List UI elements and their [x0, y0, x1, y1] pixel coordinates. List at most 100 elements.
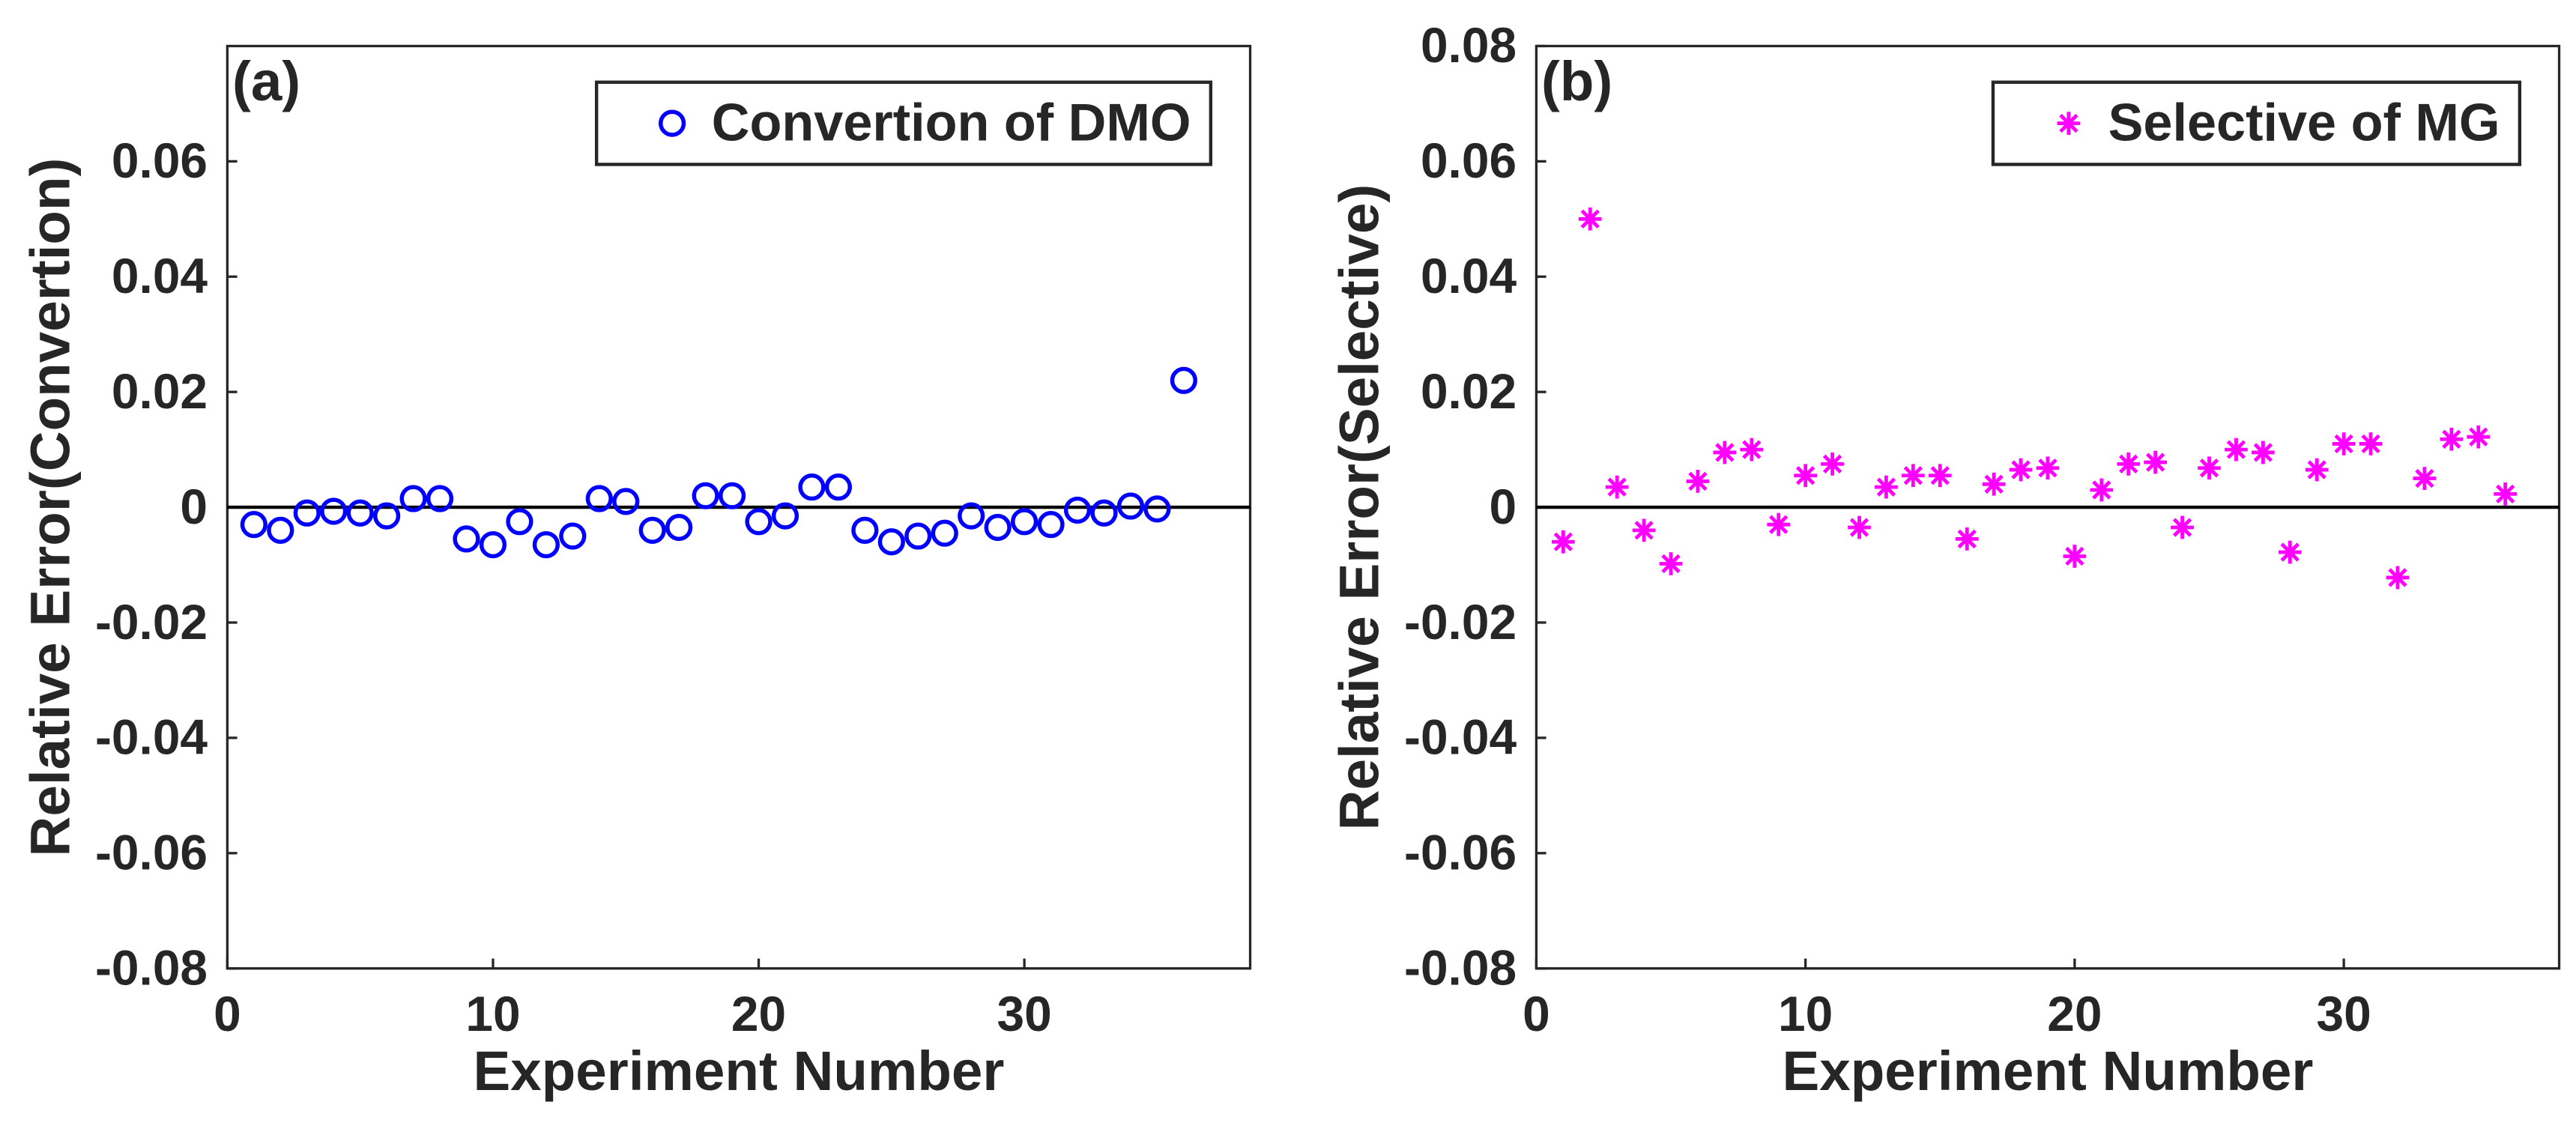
- y-tick-label: -0.08: [95, 939, 208, 995]
- point: [851, 516, 879, 544]
- point: [2009, 458, 2033, 482]
- legend-marker: [2057, 112, 2081, 135]
- point: [2198, 456, 2221, 480]
- y-tick-label: 0.04: [1421, 248, 1517, 303]
- point: [532, 530, 560, 559]
- point: [612, 488, 640, 515]
- legend-label: Selective of MG: [2108, 93, 2500, 152]
- x-tick-label: 0: [1523, 986, 1550, 1041]
- point: [559, 522, 587, 550]
- point: [293, 499, 321, 527]
- point: [1143, 495, 1171, 523]
- point: [1170, 366, 1197, 394]
- point: [2332, 432, 2356, 455]
- point: [1713, 441, 1737, 464]
- point: [1037, 511, 1065, 539]
- y-tick-label: 0.06: [112, 133, 208, 188]
- point: [506, 508, 533, 536]
- y-tick-label: -0.04: [1404, 709, 1517, 765]
- point: [426, 485, 454, 512]
- point: [479, 530, 507, 559]
- point: [904, 522, 932, 550]
- x-axis-label: Experiment Number: [1782, 1039, 2313, 1102]
- point: [1848, 515, 1871, 539]
- point: [2278, 540, 2302, 564]
- point: [2117, 452, 2141, 476]
- point: [931, 519, 958, 547]
- point: [267, 516, 294, 544]
- point: [771, 502, 799, 530]
- point: [2090, 478, 2114, 502]
- x-tick-label: 10: [465, 986, 520, 1041]
- point: [798, 473, 826, 501]
- point: [638, 516, 666, 544]
- point: [399, 485, 427, 512]
- y-tick-label: -0.02: [1404, 594, 1517, 650]
- point: [2063, 545, 2087, 568]
- point: [240, 511, 267, 539]
- point: [2494, 482, 2518, 506]
- point: [373, 502, 401, 530]
- point: [2386, 566, 2410, 590]
- x-tick-label: 30: [997, 986, 1052, 1041]
- y-tick-label: -0.04: [95, 709, 208, 765]
- point: [1551, 530, 1575, 554]
- y-axis-label: Relative Error(Convertion): [19, 158, 82, 857]
- x-tick-label: 0: [214, 986, 241, 1041]
- point: [453, 525, 480, 553]
- x-tick-label: 10: [1778, 986, 1833, 1041]
- legend-box: [594, 80, 1213, 166]
- point: [1875, 475, 1898, 499]
- point: [2440, 427, 2464, 451]
- point: [1686, 470, 1710, 493]
- point: [1794, 464, 1818, 488]
- y-tick-label: -0.02: [95, 594, 208, 650]
- point: [2252, 441, 2275, 464]
- y-tick-label: 0.06: [1421, 133, 1517, 188]
- point: [1605, 475, 1629, 499]
- legend-box: [1991, 80, 2522, 166]
- y-tick-label: 0.08: [1421, 17, 1517, 73]
- x-axis-label: Experiment Number: [473, 1039, 1004, 1102]
- point: [1090, 499, 1118, 527]
- y-tick-label: -0.06: [1404, 825, 1517, 880]
- point: [1982, 472, 2006, 496]
- point: [1740, 438, 1764, 461]
- point: [984, 513, 1012, 542]
- point: [2305, 458, 2329, 482]
- point: [1063, 496, 1092, 524]
- x-tick-label: 30: [2317, 986, 2371, 1041]
- point: [1928, 464, 1952, 488]
- point: [1578, 207, 1602, 231]
- point: [2036, 456, 2060, 480]
- point: [692, 482, 719, 509]
- point: [718, 482, 746, 509]
- point: [877, 528, 905, 556]
- point: [824, 473, 853, 501]
- legend-label: Convertion of DMO: [712, 93, 1191, 152]
- y-tick-label: 0.02: [1421, 363, 1517, 419]
- point: [1821, 452, 1844, 476]
- panel-label: (a): [232, 49, 300, 112]
- point: [665, 513, 693, 542]
- point: [2225, 438, 2248, 461]
- y-tick-label: -0.08: [1404, 939, 1517, 995]
- point: [346, 499, 374, 527]
- y-tick-label: -0.06: [95, 825, 208, 880]
- point: [958, 502, 985, 530]
- point: [2144, 450, 2168, 474]
- point: [2359, 432, 2383, 455]
- point: [1901, 464, 1925, 488]
- y-tick-label: 0.02: [112, 363, 208, 419]
- y-tick-label: 0.04: [112, 248, 208, 303]
- point: [1955, 527, 1979, 551]
- y-axis-label: Relative Error(Selective): [1328, 184, 1391, 831]
- point: [1116, 492, 1145, 520]
- point: [1659, 552, 1683, 575]
- x-tick-label: 20: [731, 986, 786, 1041]
- point: [2467, 425, 2491, 449]
- point: [2171, 515, 2194, 539]
- point: [2413, 467, 2437, 490]
